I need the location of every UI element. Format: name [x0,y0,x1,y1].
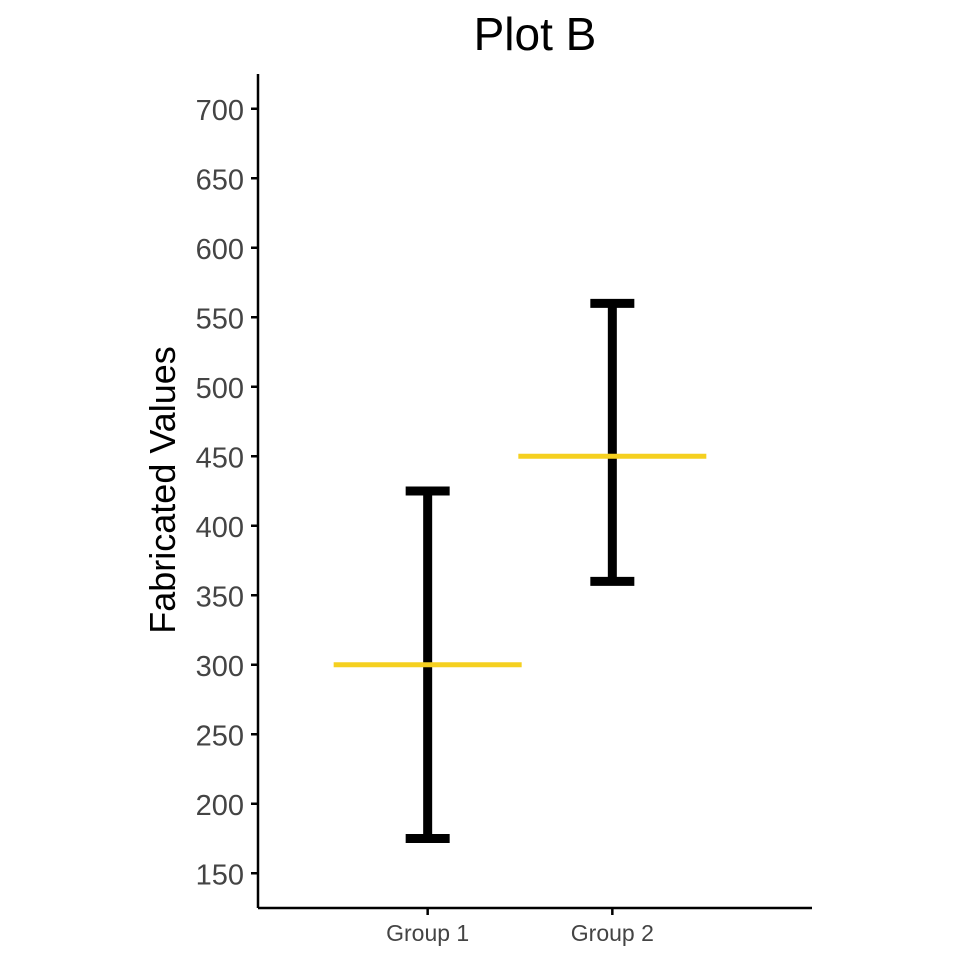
y-tick-label: 250 [196,720,244,752]
y-tick-label: 550 [196,303,244,335]
y-tick-label: 500 [196,373,244,405]
y-axis-label: Fabricated Values [142,346,183,634]
y-tick-label: 600 [196,234,244,266]
y-tick-label: 400 [196,512,244,544]
chart-title: Plot B [474,8,597,60]
y-tick-label: 150 [196,859,244,891]
x-tick-label: Group 1 [386,920,469,946]
y-tick-label: 650 [196,164,244,196]
y-tick-label: 700 [196,95,244,127]
y-tick-label: 200 [196,790,244,822]
y-tick-label: 300 [196,651,244,683]
x-tick-label: Group 2 [571,920,654,946]
y-tick-label: 450 [196,442,244,474]
y-tick-label: 350 [196,581,244,613]
plot-area: 150 200 250 300 350 400 450 500 550 600 650 700 Grou… [196,74,812,946]
